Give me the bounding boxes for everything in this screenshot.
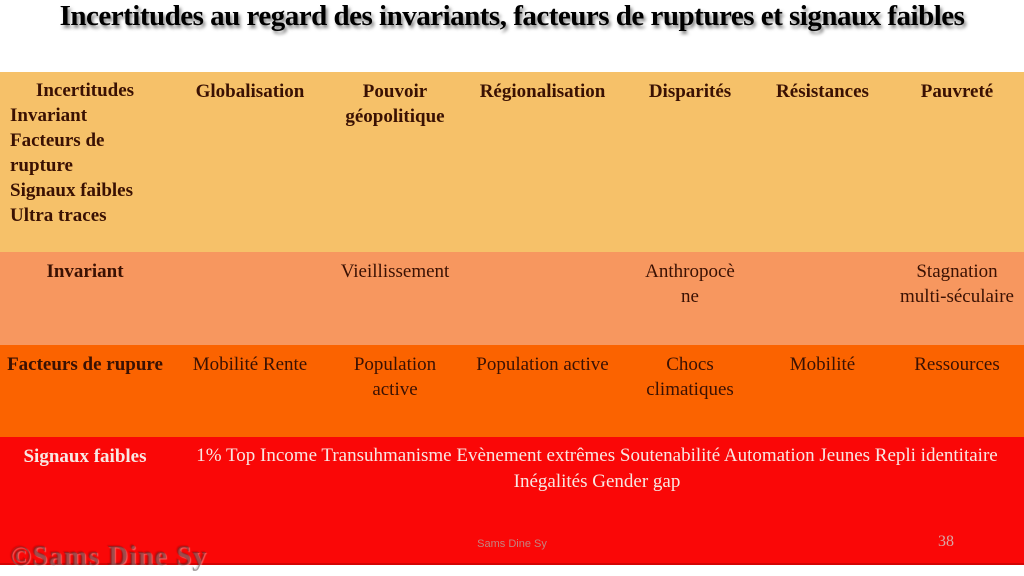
cell-invariant-globalisation — [170, 252, 330, 345]
cell-facteurs-resistances: Mobilité — [789, 354, 856, 375]
cell-text: Anthropocène — [645, 261, 735, 307]
cell-signaux-merged: 1% Top Income Transuhmanisme Evènement e… — [196, 445, 998, 492]
cell-facteurs-pauvrete: Ressources — [914, 354, 1000, 375]
cell-facteurs-globalisation: Mobilité Rente — [192, 354, 308, 375]
cell-facteurs-disparites: Chocs climatiques — [646, 354, 734, 400]
corner-cell: Incertitudes Invariant Facteurs de ruptu… — [0, 72, 170, 252]
footer-author: Sams Dine Sy — [477, 538, 547, 550]
table-row-invariant: Invariant Vieillissement Anthropocène St… — [0, 252, 1024, 345]
column-header-globalisation: Globalisation — [195, 81, 305, 102]
corner-item-invariant: Invariant — [10, 105, 88, 127]
uncertainty-table: Incertitudes Invariant Facteurs de ruptu… — [0, 72, 1024, 565]
corner-item-signaux: Signaux faibles — [10, 180, 134, 202]
corner-item-facteurs: Facteurs de rupture — [10, 130, 105, 177]
column-header-pouvoir-geopolitique: Pouvoir géopolitique — [345, 81, 445, 127]
cell-invariant-pauvrete: Stagnation multi-séculaire — [900, 261, 1014, 307]
column-header-regionalisation: Régionalisation — [479, 81, 606, 102]
corner-title: Incertitudes — [35, 80, 135, 101]
table-header-row: Incertitudes Invariant Facteurs de ruptu… — [0, 72, 1024, 252]
cell-facteurs-pouvoir: Population active — [353, 354, 437, 400]
row-label-invariant: Invariant — [46, 261, 124, 282]
column-header-resistances: Résistances — [776, 81, 869, 102]
page-number: 38 — [938, 533, 954, 550]
table-row-facteurs: Facteurs de rupure Mobilité Rente Popula… — [0, 345, 1024, 437]
cell-facteurs-regionalisation: Population active — [476, 354, 609, 375]
slide-title: Incertitudes au regard des invariants, f… — [59, 0, 965, 32]
column-header-disparites: Disparités — [648, 81, 732, 102]
cell-invariant-regionalisation — [460, 252, 625, 345]
row-label-signaux: Signaux faibles — [23, 446, 147, 467]
column-header-pauvrete: Pauvreté — [920, 81, 994, 102]
cell-invariant-pouvoir: Vieillissement — [340, 261, 450, 282]
row-label-facteurs: Facteurs de rupure — [7, 354, 163, 375]
corner-item-ultra-traces: Ultra traces — [10, 205, 107, 227]
cell-invariant-resistances — [755, 252, 890, 345]
table-row-signaux: Signaux faibles 1% Top Income Transuhman… — [0, 437, 1024, 563]
cell-invariant-disparites: Anthropocène — [625, 252, 755, 345]
watermark: ©Sams Dine Sy — [10, 541, 208, 572]
title-area: Incertitudes au regard des invariants, f… — [0, 0, 1024, 72]
